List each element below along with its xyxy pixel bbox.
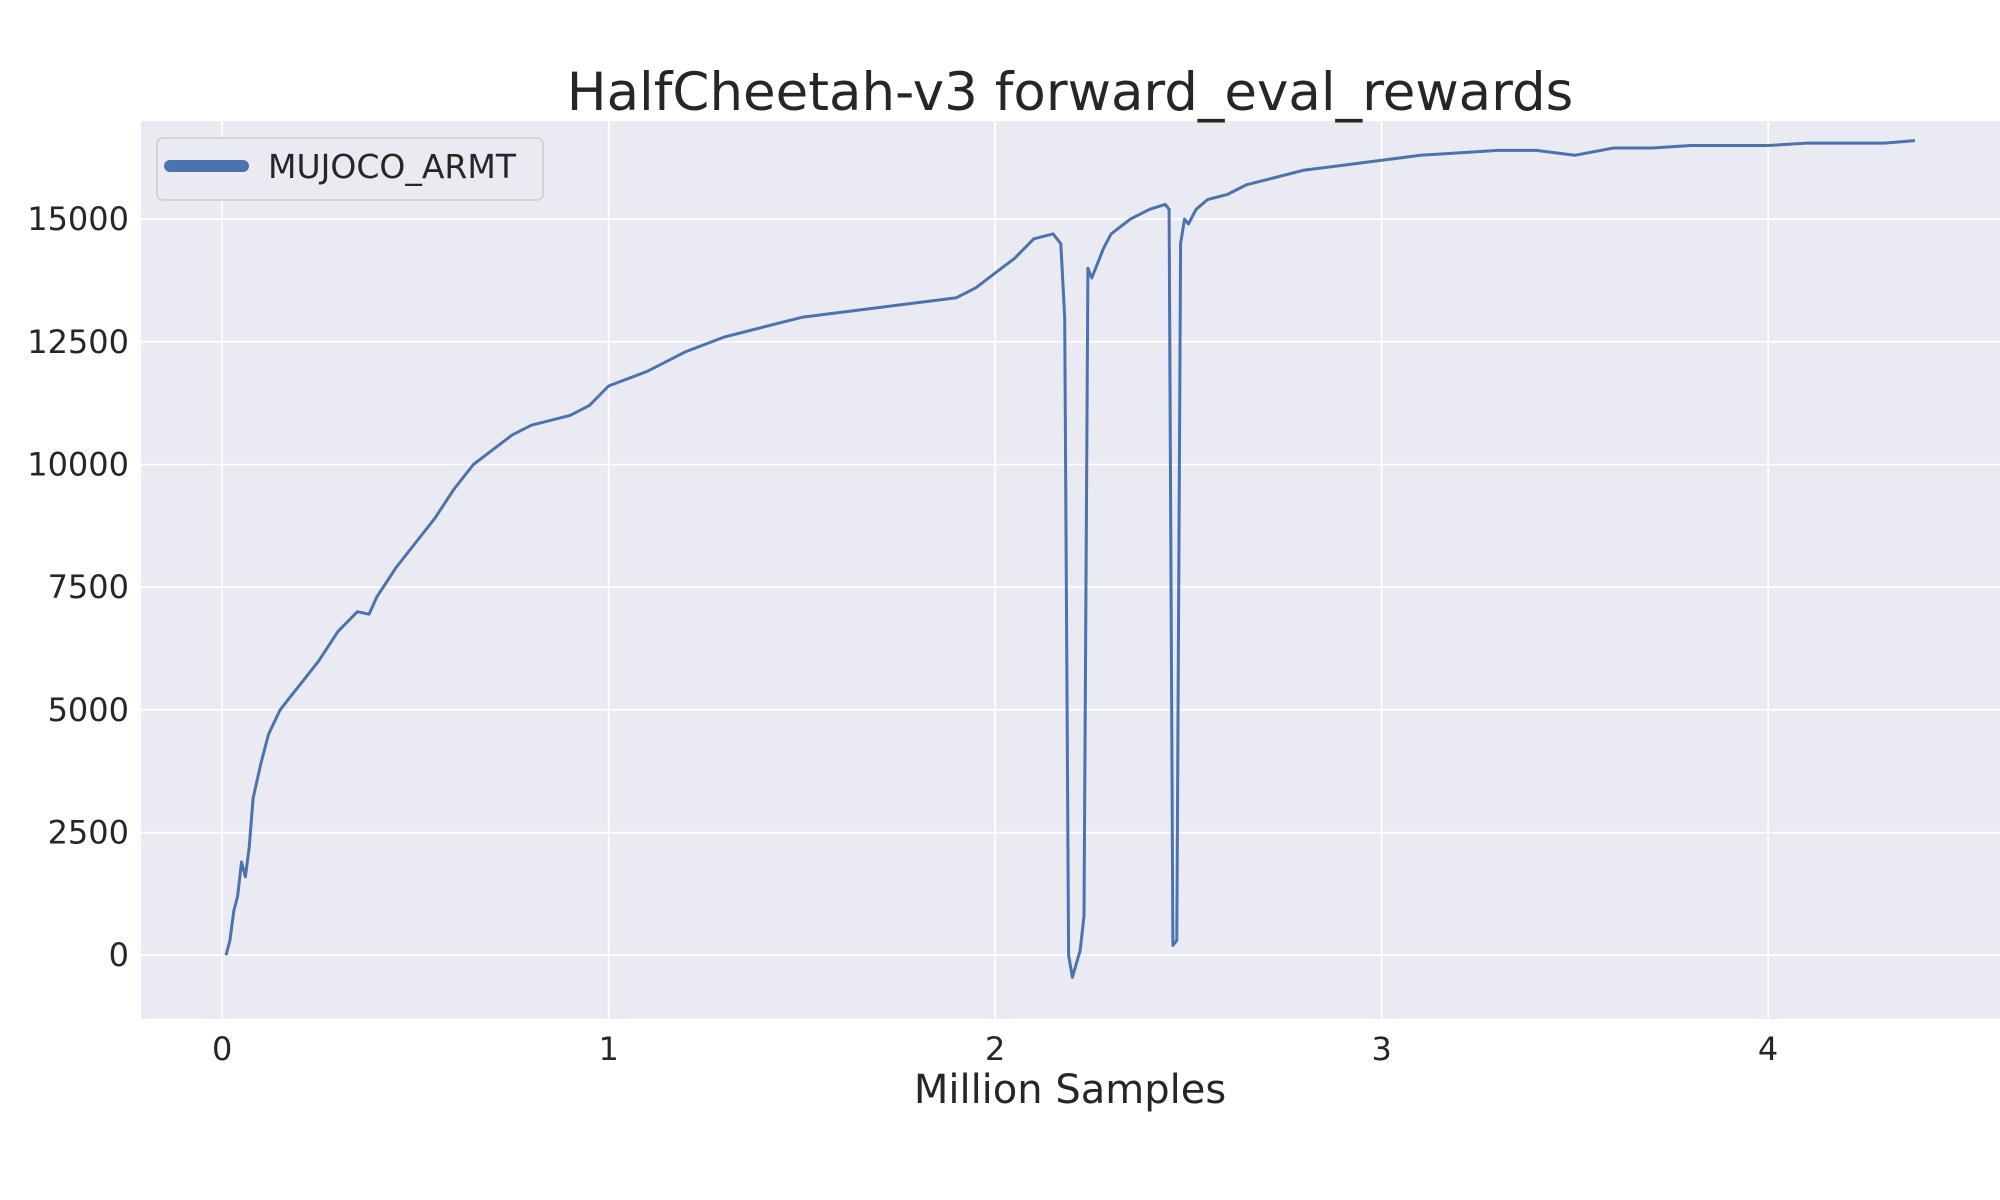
chart-title: HalfCheetah-v3 forward_eval_rewards: [567, 62, 1574, 123]
y-tick-label: 5000: [48, 691, 129, 729]
x-tick-label: 4: [1758, 1030, 1778, 1068]
x-tick-label: 3: [1371, 1030, 1391, 1068]
y-tick-label: 10000: [27, 445, 129, 483]
y-tick-label: 7500: [48, 568, 129, 606]
tick-labels: 0 2500 5000 7500 10000 12500 15000 0 1 2 3 4: [27, 200, 1778, 1068]
legend-box: [156, 137, 544, 201]
x-axis-label: Million Samples: [914, 1067, 1226, 1113]
plot-area: [141, 121, 2000, 1019]
x-tick-label: 2: [985, 1030, 1005, 1068]
legend-label: MUJOCO_ARMT: [268, 147, 517, 186]
series-line: [224, 139, 1916, 979]
y-tick-label: 15000: [27, 200, 129, 238]
x-tick-label: 1: [598, 1030, 618, 1068]
x-tick-label: 0: [212, 1030, 232, 1068]
grid: [141, 121, 2000, 1019]
y-tick-label: 0: [109, 936, 129, 974]
y-tick-label: 12500: [27, 323, 129, 361]
y-tick-label: 2500: [48, 814, 129, 852]
series-layer: [224, 139, 1916, 979]
legend: MUJOCO_ARMT: [156, 137, 544, 201]
